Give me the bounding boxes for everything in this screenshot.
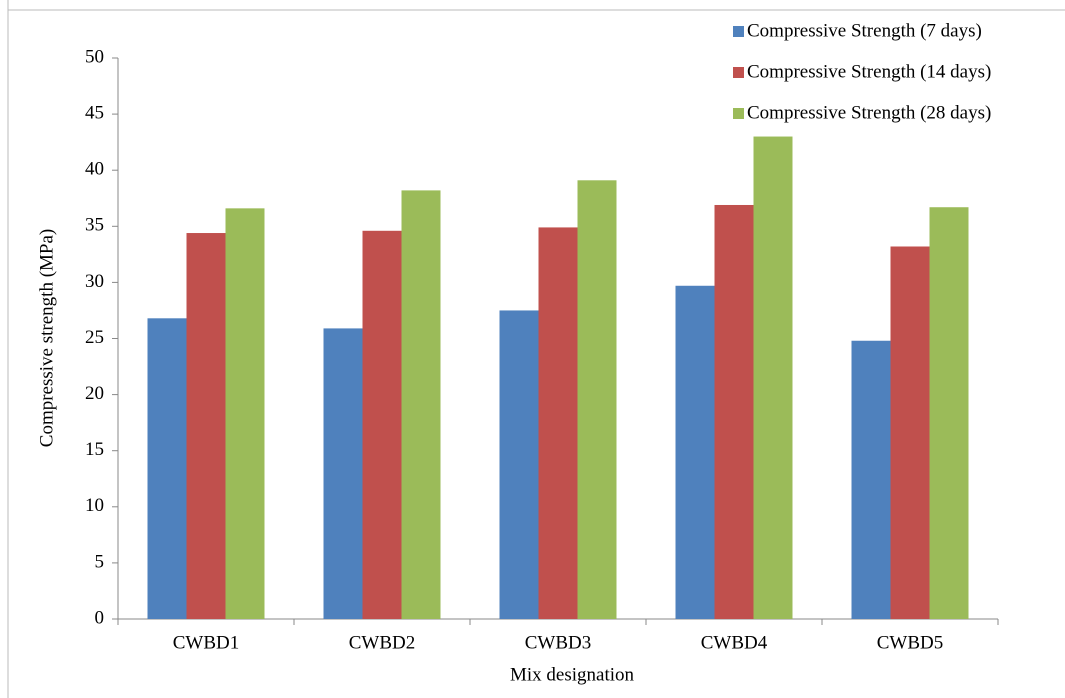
legend-swatch [733, 67, 744, 78]
bar [714, 204, 754, 619]
legend-swatch [733, 26, 744, 37]
x-tick-label: CWBD5 [877, 632, 944, 653]
bar [753, 136, 793, 620]
bar [323, 328, 363, 619]
y-tick-label: 20 [85, 383, 104, 404]
bar [362, 230, 402, 619]
y-tick-label: 10 [85, 495, 104, 516]
bar [401, 190, 441, 619]
bar [577, 180, 617, 619]
legend-label: Compressive Strength (28 days) [747, 102, 991, 123]
bar [147, 318, 187, 619]
y-tick-label: 0 [95, 607, 105, 628]
y-tick-label: 35 [85, 215, 104, 236]
y-tick-label: 50 [85, 46, 104, 67]
x-tick-label: CWBD4 [701, 632, 768, 653]
legend-label: Compressive Strength (7 days) [747, 20, 982, 41]
x-tick-label: CWBD1 [173, 632, 240, 653]
y-tick-label: 30 [85, 271, 104, 292]
y-tick-label: 25 [85, 327, 104, 348]
x-axis-title: Mix designation [510, 664, 635, 685]
y-tick-label: 45 [85, 102, 104, 123]
legend-label: Compressive Strength (14 days) [747, 61, 991, 82]
bar [538, 227, 578, 619]
bar [851, 340, 891, 619]
x-tick-label: CWBD3 [525, 632, 592, 653]
bar [890, 246, 930, 619]
y-tick-label: 15 [85, 439, 104, 460]
y-axis-title: Compressive strength (MPa) [36, 229, 57, 447]
x-tick-label: CWBD2 [349, 632, 416, 653]
bar [499, 310, 539, 619]
bar [225, 208, 265, 619]
bar [186, 233, 226, 620]
legend-swatch [733, 108, 744, 119]
bar [929, 207, 969, 619]
bar [675, 285, 715, 619]
y-tick-label: 40 [85, 159, 104, 180]
y-tick-label: 5 [95, 551, 105, 572]
